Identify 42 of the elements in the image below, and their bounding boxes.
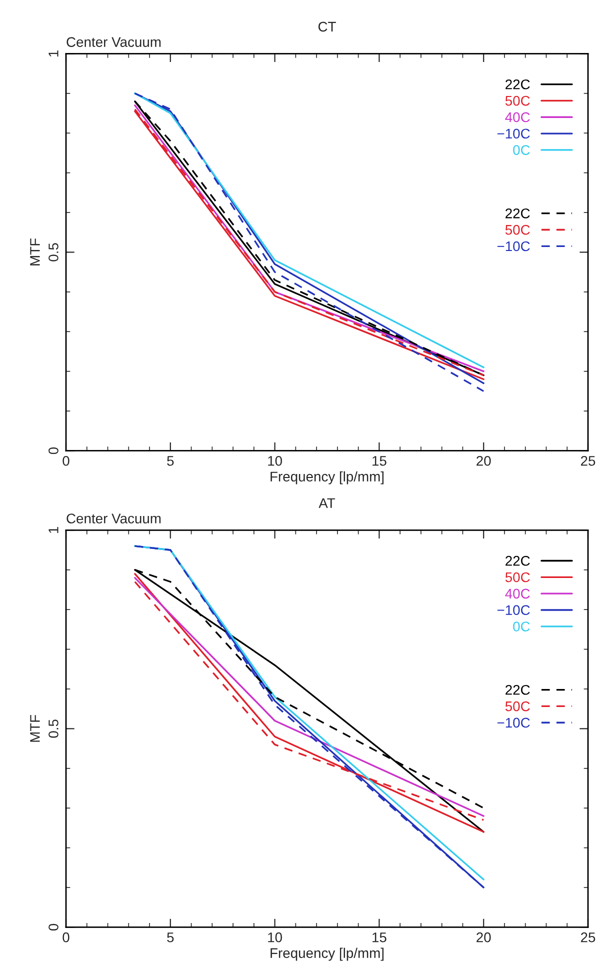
x-tick-label: 20 [476,932,491,942]
x-tick-label: 15 [372,456,386,466]
y-tick-label: 0.5 [48,720,58,738]
y-tick-label: 0 [48,924,58,931]
x-tick-label: 5 [167,456,174,466]
text: Center Vacuum [66,37,161,47]
legend-label: −10C [497,605,530,616]
chart-title: CT [318,22,336,32]
legend-label: 22C [506,556,530,566]
legend-label: −10C [497,241,530,252]
y-axis-title: MTF [30,238,40,266]
x-tick-label: 25 [580,456,596,466]
x-tick-label: 25 [580,932,596,942]
x-tick-label: 5 [167,932,174,942]
y-axis-title: MTF [30,714,40,742]
x-tick-label: 20 [476,456,491,466]
legend-label: 0C [513,145,530,155]
legend-label: 22C [506,79,530,90]
y-tick-label: 1 [48,50,58,56]
chart-title: AT [318,498,336,508]
legend-label: −10C [497,718,530,728]
y-tick-label: 0 [48,447,58,454]
legend-label: 40C [505,112,530,122]
legend-label: 50C [505,701,530,712]
legend-label: 0C [513,622,530,632]
x-axis-title: Frequency [lp/mm] [270,471,384,484]
x-tick-label: 10 [268,932,282,942]
x-tick-label: 0 [62,932,70,942]
legend-label: 22C [506,208,530,218]
x-tick-label: 0 [62,456,70,466]
y-tick-label: 0.5 [48,243,58,262]
legend-label: 22C [506,684,530,695]
legend-label: 40C [505,588,530,599]
x-tick-label: 10 [268,456,282,466]
legend-label: 50C [505,572,530,582]
y-tick-label: 1 [48,526,58,533]
legend-label: 50C [505,96,530,106]
legend-label: 50C [505,224,530,235]
text: Center Vacuum [66,514,161,524]
legend-label: −10C [497,128,530,139]
x-tick-label: 15 [372,932,386,942]
x-axis-title: Frequency [lp/mm] [270,948,384,961]
